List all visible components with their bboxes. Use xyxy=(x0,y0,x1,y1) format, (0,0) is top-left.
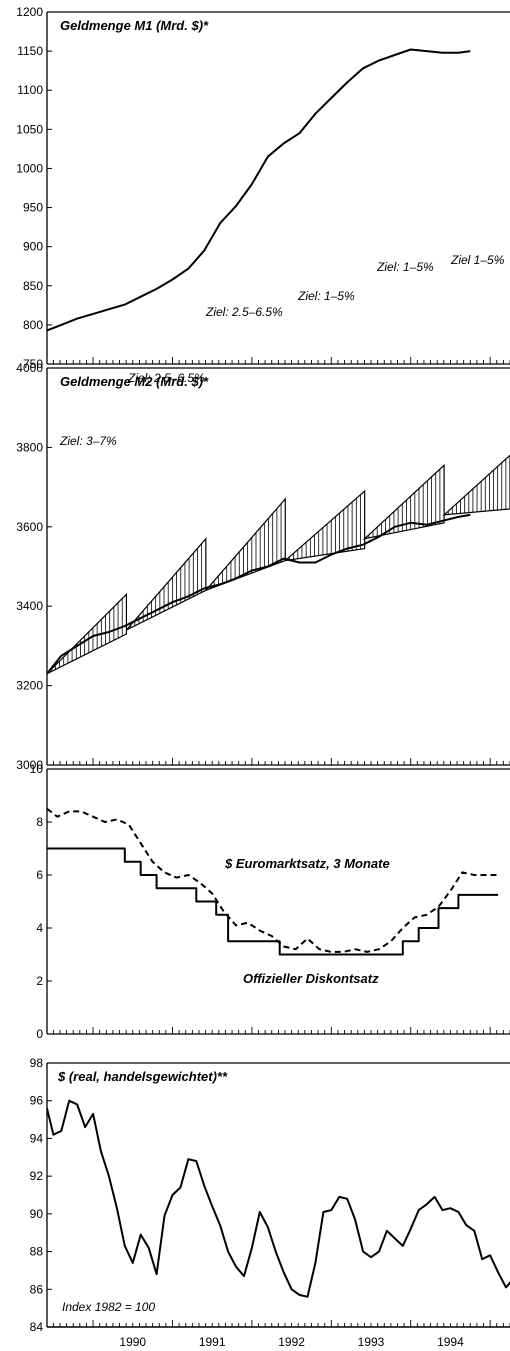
y-tick-label: 86 xyxy=(30,1282,44,1296)
y-tick-label: 800 xyxy=(23,318,43,332)
series-line xyxy=(47,48,471,332)
y-tick-label: 3800 xyxy=(16,440,43,454)
series-line xyxy=(47,513,471,675)
y-tick-label: 1150 xyxy=(17,44,43,58)
index-note: Index 1982 = 100 xyxy=(62,1300,155,1314)
y-tick-label: 2 xyxy=(36,974,43,988)
y-tick-label: 10 xyxy=(30,762,44,776)
y-tick-label: 750 xyxy=(23,357,43,371)
y-tick-label: 950 xyxy=(23,201,43,215)
series-line xyxy=(47,1099,510,1298)
y-tick-label: 1000 xyxy=(16,161,43,175)
x-tick-label: 1993 xyxy=(358,1335,385,1349)
panel-title: Geldmenge M2 (Mrd. $)* xyxy=(60,374,209,389)
series-label-discount: Offizieller Diskontsatz xyxy=(243,971,379,986)
x-axis: 199019911992199319941995 xyxy=(119,1335,464,1349)
target-corridor xyxy=(283,489,366,562)
x-tick-label: 1992 xyxy=(278,1335,305,1349)
y-tick-label: 90 xyxy=(30,1207,44,1221)
panel-title: Geldmenge M1 (Mrd. $)* xyxy=(60,18,209,33)
x-tick-label: 1990 xyxy=(119,1335,146,1349)
x-tick-label: 1991 xyxy=(199,1335,226,1349)
y-tick-label: 900 xyxy=(23,240,43,254)
y-tick-label: 1200 xyxy=(16,5,43,19)
interest-rates-panel: 0 2 4 6 8 10 $ Euromarktsatz, 3 Monate Offiziel… xyxy=(30,762,510,1041)
y-tick-label: 3400 xyxy=(16,599,43,613)
target-corridor xyxy=(125,537,207,631)
target-label: Ziel: 1–5% xyxy=(376,260,434,274)
target-label: Ziel: 2.5–6.5% xyxy=(205,305,283,319)
target-corridor xyxy=(362,463,445,540)
y-tick-label: 3000 xyxy=(16,758,43,772)
m2-panel: 3000 3200 3400 3600 3800 4000 Geldmenge M2 (Mr… xyxy=(16,253,510,772)
panel-title: $ (real, handelsgewichtet)** xyxy=(57,1069,228,1084)
y-tick-label: 1050 xyxy=(16,122,43,136)
y-tick-label: 0 xyxy=(36,1027,43,1041)
y-tick-label: 1100 xyxy=(17,83,43,97)
target-corridor xyxy=(205,497,286,591)
y-tick-label: 6 xyxy=(36,868,43,882)
y-tick-label: 3600 xyxy=(16,520,43,534)
target-label: Ziel 1–5% xyxy=(450,253,505,267)
y-tick-label: 3200 xyxy=(16,679,43,693)
y-tick-label: 88 xyxy=(30,1245,44,1259)
series-label-euromarket: $ Euromarktsatz, 3 Monate xyxy=(224,856,390,871)
x-tick-label: 1994 xyxy=(437,1335,464,1349)
y-tick-label: 98 xyxy=(30,1056,44,1070)
discount-rate-line xyxy=(47,847,499,956)
y-tick-label: 4 xyxy=(36,921,43,935)
y-tick-label: 4000 xyxy=(16,361,43,375)
euromarket-rate-line xyxy=(47,808,499,953)
target-label: Ziel: 3–7% xyxy=(59,434,117,448)
y-tick-label: 94 xyxy=(30,1131,44,1145)
y-tick-label: 96 xyxy=(30,1094,44,1108)
y-tick-label: 850 xyxy=(23,279,43,293)
y-tick-label: 84 xyxy=(30,1320,44,1334)
dollar-index-panel: 84 86 88 90 92 94 96 98 $ (real, handelsgewichte… xyxy=(30,1056,510,1334)
m1-panel: 750 800 850 900 950 1000 1050 1100 1150 1200 Geldm… xyxy=(16,5,510,371)
target-corridor xyxy=(47,592,128,675)
target-label: Ziel: 2.5–6.5% xyxy=(127,371,205,385)
y-tick-label: 8 xyxy=(36,815,43,829)
y-tick-label: 92 xyxy=(30,1169,44,1183)
target-label: Ziel: 1–5% xyxy=(297,289,355,303)
